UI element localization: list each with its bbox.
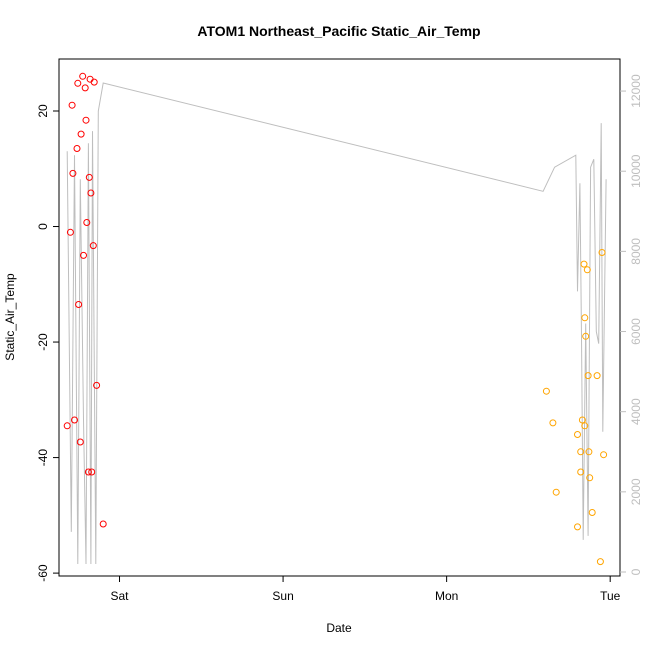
series-2-point: [552, 488, 560, 496]
y-tick-label: -40: [36, 449, 50, 467]
y2-tick-label: 4000: [629, 398, 643, 425]
series-1-point: [71, 416, 78, 424]
series-2-point: [581, 314, 589, 322]
x-axis-label: Date: [326, 621, 352, 635]
series-2-point: [574, 431, 581, 438]
series-1-point: [77, 130, 85, 138]
series-1-point: [90, 78, 98, 86]
series-2-point: [585, 448, 593, 456]
x-tick-label: Tue: [600, 589, 621, 603]
series-2-point: [588, 509, 596, 516]
series-2-point: [598, 249, 606, 256]
series-1-point: [63, 422, 71, 430]
series-1-point: [84, 468, 92, 476]
y-tick-label: -60: [36, 564, 50, 582]
y2-tick-label: 8000: [629, 238, 643, 265]
series-2-point: [584, 372, 592, 380]
chart-marks: -60 -40 -20 0 20 0 2000 4000 6000 8000 10000 12000 S…: [36, 72, 643, 603]
series-2-point: [593, 372, 601, 380]
x-tick-label: Sun: [272, 589, 293, 603]
series-1-point: [83, 219, 91, 226]
series-1-point: [99, 520, 107, 528]
series-1-point: [74, 79, 82, 87]
series-2-point: [581, 422, 589, 430]
series-2-point: [574, 523, 581, 531]
series-1-point: [93, 381, 101, 389]
series-1-point: [66, 228, 74, 236]
series-2-point: [549, 419, 557, 427]
series-2-point: [580, 260, 588, 268]
series-2-point: [600, 451, 608, 459]
series-2-point: [542, 387, 550, 395]
series-2-point: [577, 468, 585, 476]
y2-tick-label: 6000: [629, 318, 643, 345]
y2-tick-label: 2000: [629, 478, 643, 505]
series-1-point: [76, 438, 84, 446]
y2-tick-label: 0: [629, 568, 643, 575]
series-1-point: [87, 189, 95, 197]
series-2-point: [596, 558, 604, 566]
series-1-point: [73, 145, 81, 152]
series-1-point: [80, 251, 87, 259]
x-tick-label: Mon: [435, 589, 458, 603]
series-1-point: [69, 169, 77, 177]
series-1-point: [82, 116, 90, 124]
series-2-point: [582, 332, 590, 340]
series-1-point: [75, 301, 83, 308]
y2-tick-label: 10000: [629, 154, 643, 188]
y-axis-label: Static_Air_Temp: [3, 273, 17, 361]
series-1-point: [68, 101, 76, 109]
series-2-point: [583, 266, 591, 274]
plot-frame: [58, 58, 621, 577]
series-1-point: [89, 242, 97, 250]
series-2-point: [586, 474, 594, 482]
series-1-point: [85, 173, 93, 181]
series-1-point: [81, 84, 89, 92]
series-1-point: [88, 468, 96, 476]
series-1-point: [79, 72, 87, 80]
y-tick-label: 20: [36, 104, 50, 118]
series-2-point: [577, 448, 585, 456]
series-2-point: [578, 416, 586, 424]
secondary-series-line: [66, 82, 607, 565]
y-tick-label: 0: [36, 223, 50, 230]
y2-tick-label: 12000: [629, 74, 643, 108]
x-tick-label: Sat: [111, 589, 130, 603]
chart-title: ATOM1 Northeast_Pacific Static_Air_Temp: [197, 23, 480, 39]
y-tick-label: -20: [36, 333, 50, 351]
